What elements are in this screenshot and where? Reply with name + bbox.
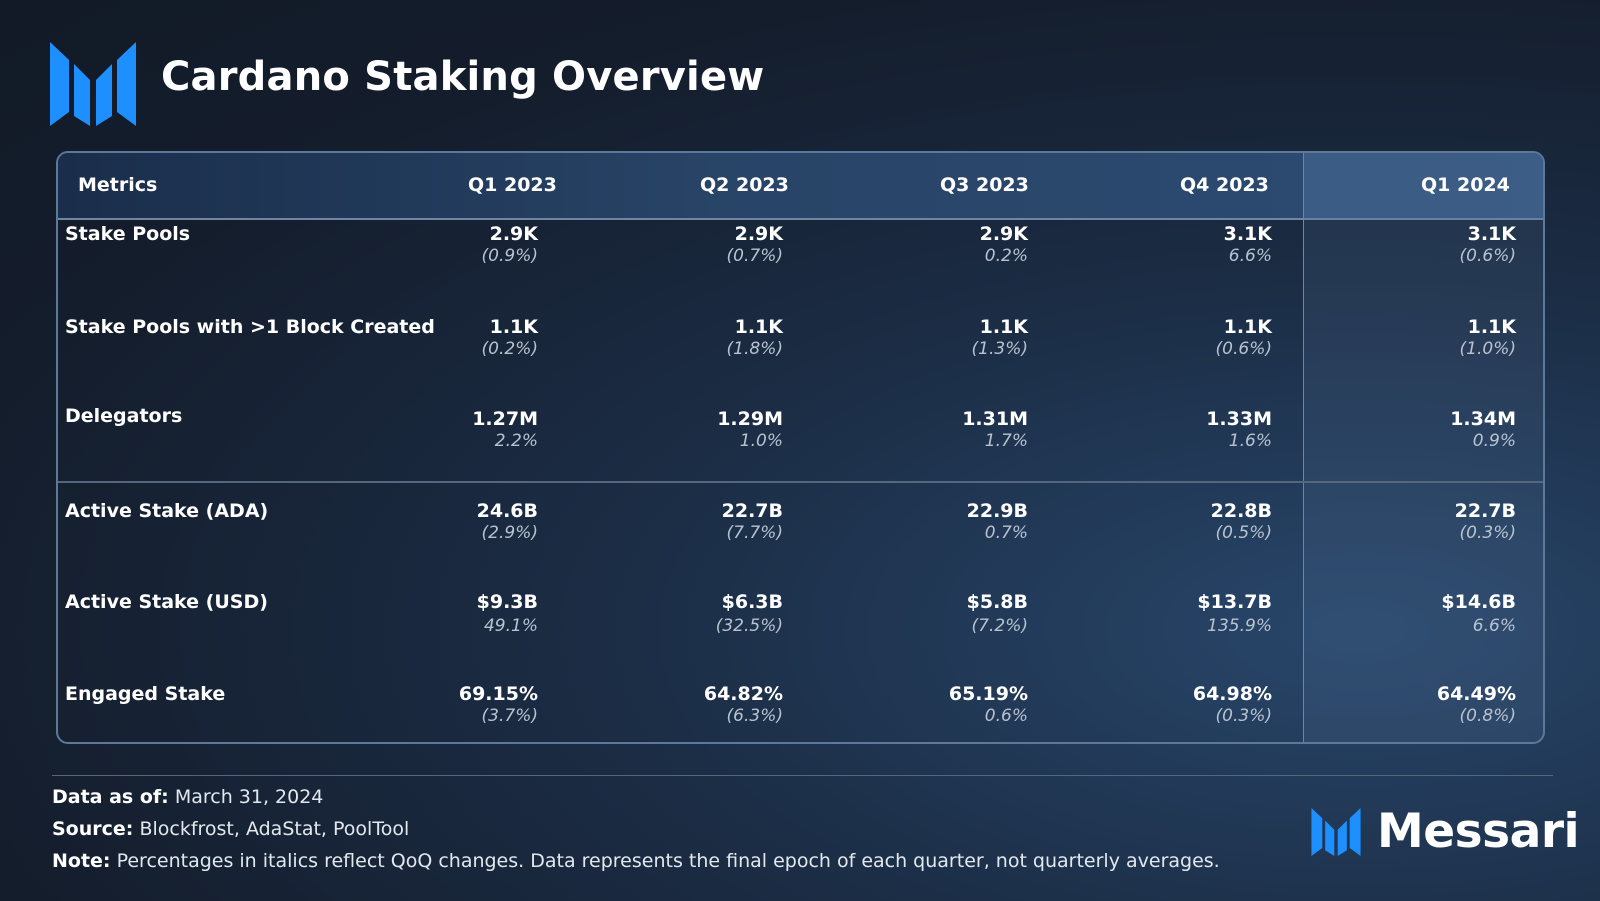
qoq-change: (32.5%) — [715, 616, 783, 636]
messari-logo-icon — [50, 42, 136, 126]
qoq-change: (0.8%) — [1459, 706, 1516, 726]
qoq-change: 6.6% — [1228, 246, 1272, 266]
messari-logo-icon — [1311, 808, 1361, 856]
metric-value: 1.34M — [1450, 408, 1516, 430]
qoq-change: (7.2%) — [971, 616, 1028, 636]
metric-value: 64.49% — [1436, 683, 1516, 705]
header-q1-2023: Q1 2023 — [468, 174, 557, 196]
group-divider — [58, 481, 1543, 483]
qoq-change: (0.3%) — [1459, 523, 1516, 543]
qoq-change: 1.7% — [984, 431, 1028, 451]
header-q2-2023: Q2 2023 — [700, 174, 789, 196]
page-title: Cardano Staking Overview — [161, 54, 765, 100]
qoq-change: (0.7%) — [726, 246, 783, 266]
metric-value: $6.3B — [721, 591, 783, 613]
qoq-change: (0.3%) — [1215, 706, 1272, 726]
column-divider — [1303, 153, 1304, 742]
metric-value: $14.6B — [1441, 591, 1516, 613]
qoq-change: (1.0%) — [1459, 339, 1516, 359]
metric-value: 64.82% — [703, 683, 783, 705]
metric-value: 22.8B — [1210, 500, 1272, 522]
metric-value: 1.1K — [1467, 316, 1516, 338]
qoq-change: 0.2% — [984, 246, 1028, 266]
metrics-table: Metrics Q1 2023 Q2 2023 Q3 2023 Q4 2023 … — [56, 151, 1545, 744]
metric-value: 1.1K — [734, 316, 783, 338]
metric-value: 1.1K — [489, 316, 538, 338]
metric-value: 1.27M — [472, 408, 538, 430]
metric-value: 69.15% — [458, 683, 538, 705]
highlight-column-header — [1304, 153, 1543, 220]
metric-value: 1.1K — [979, 316, 1028, 338]
metric-value: 1.31M — [962, 408, 1028, 430]
metric-value: 3.1K — [1467, 223, 1516, 245]
metric-value: $13.7B — [1197, 591, 1272, 613]
footer-source: Source: Blockfrost, AdaStat, PoolTool — [52, 818, 410, 840]
qoq-change: (1.8%) — [726, 339, 783, 359]
qoq-change: 1.0% — [739, 431, 783, 451]
qoq-change: 49.1% — [483, 616, 538, 636]
qoq-change: (0.6%) — [1459, 246, 1516, 266]
qoq-change: 1.6% — [1228, 431, 1272, 451]
metric-value: 1.1K — [1223, 316, 1272, 338]
metric-value: 1.33M — [1206, 408, 1272, 430]
qoq-change: 2.2% — [494, 431, 538, 451]
brand-name: Messari — [1377, 804, 1580, 859]
messari-brand: Messari — [1311, 803, 1580, 861]
qoq-change: (0.2%) — [481, 339, 538, 359]
metric-value: 22.9B — [966, 500, 1028, 522]
qoq-change: (3.7%) — [481, 706, 538, 726]
metric-name: Engaged Stake — [65, 683, 226, 705]
qoq-change: (0.5%) — [1215, 523, 1272, 543]
metric-value: 22.7B — [1454, 500, 1516, 522]
metric-value: 3.1K — [1223, 223, 1272, 245]
metric-value: 22.7B — [721, 500, 783, 522]
qoq-change: (1.3%) — [971, 339, 1028, 359]
qoq-change: (7.7%) — [726, 523, 783, 543]
metric-value: 1.29M — [717, 408, 783, 430]
metric-name: Stake Pools — [65, 223, 191, 245]
qoq-change: 0.6% — [984, 706, 1028, 726]
metric-value: 64.98% — [1192, 683, 1272, 705]
metric-value: 2.9K — [489, 223, 538, 245]
table-header-row — [58, 153, 1543, 220]
qoq-change: (2.9%) — [481, 523, 538, 543]
qoq-change: (0.6%) — [1215, 339, 1272, 359]
metric-value: 24.6B — [476, 500, 538, 522]
header-q3-2023: Q3 2023 — [940, 174, 1029, 196]
footer-divider — [52, 775, 1553, 776]
metric-value: 2.9K — [979, 223, 1028, 245]
metric-value: 2.9K — [734, 223, 783, 245]
metric-name: Active Stake (USD) — [65, 591, 268, 613]
metric-value: $5.8B — [966, 591, 1028, 613]
header-metrics: Metrics — [78, 174, 158, 196]
qoq-change: (6.3%) — [726, 706, 783, 726]
qoq-change: 0.7% — [984, 523, 1028, 543]
footer-note: Note: Percentages in italics reflect QoQ… — [52, 850, 1220, 872]
qoq-change: 0.9% — [1472, 431, 1516, 451]
footer-data-as-of: Data as of: March 31, 2024 — [52, 786, 324, 808]
qoq-change: 135.9% — [1207, 616, 1272, 636]
metric-name: Active Stake (ADA) — [65, 500, 269, 522]
metric-value: 65.19% — [948, 683, 1028, 705]
metric-name: Delegators — [65, 405, 183, 427]
qoq-change: (0.9%) — [481, 246, 538, 266]
header-q4-2023: Q4 2023 — [1180, 174, 1269, 196]
qoq-change: 6.6% — [1472, 616, 1516, 636]
header-q1-2024: Q1 2024 — [1421, 174, 1510, 196]
metric-value: $9.3B — [476, 591, 538, 613]
metric-name: Stake Pools with >1 Block Created — [65, 316, 435, 338]
